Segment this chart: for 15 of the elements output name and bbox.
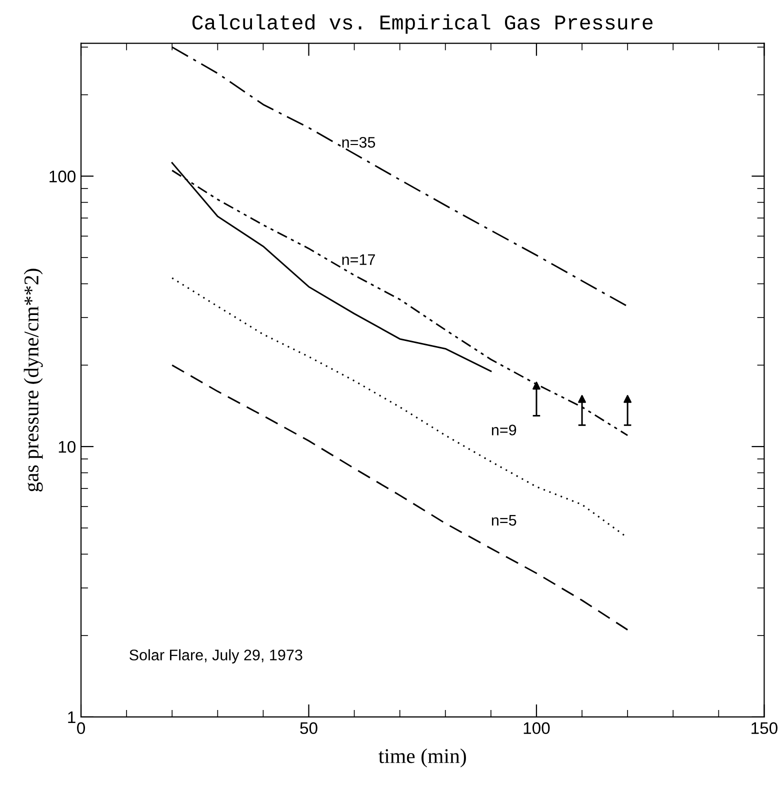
y-axis-title: gas pressure (dyne/cm**2) xyxy=(24,268,43,492)
x-axis-title: time (min) xyxy=(378,748,466,768)
x-tick-label: 50 xyxy=(300,722,318,734)
y-tick-label: 1 xyxy=(68,712,76,723)
y-tick-label: 10 xyxy=(58,440,76,453)
y-tick-label: 100 xyxy=(50,170,76,182)
x-tick-label: 100 xyxy=(524,722,550,734)
annotation: n=35 xyxy=(342,136,376,148)
annotation: n=5 xyxy=(492,515,516,526)
annotation: Solar Flare, July 29, 1973 xyxy=(130,649,302,664)
annotation: n=17 xyxy=(342,254,375,265)
x-tick-label: 0 xyxy=(77,722,85,734)
x-tick-label: 150 xyxy=(752,722,778,734)
chart-title: Calculated vs. Empirical Gas Pressure xyxy=(192,14,652,34)
annotation: n=9 xyxy=(492,424,516,436)
